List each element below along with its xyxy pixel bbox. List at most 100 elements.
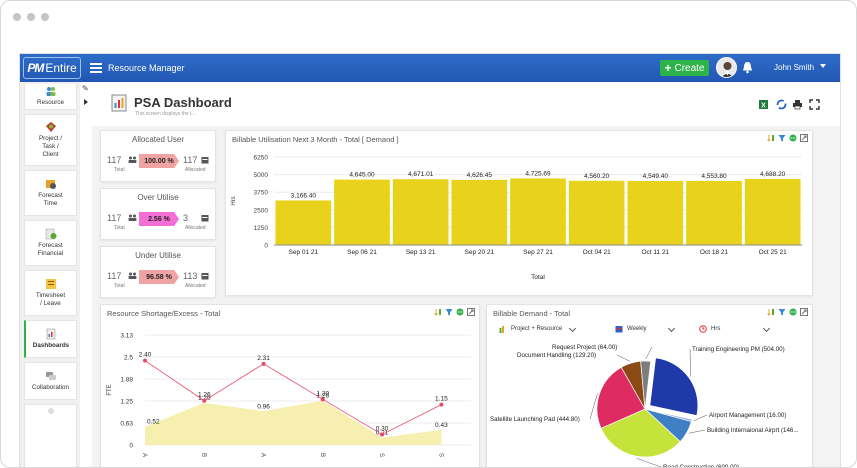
sidebar-item-forecast-financial[interactable]: Forecast Financial	[24, 220, 77, 266]
sort-icon[interactable]	[767, 134, 775, 142]
kpi-percent-badge: 100.00 %	[139, 154, 179, 168]
bar	[568, 180, 625, 245]
calendar-icon	[201, 273, 209, 280]
main-content: PSA Dashboard This screen displays the i…	[92, 82, 840, 467]
group-by-select[interactable]: Project + Resource	[499, 324, 577, 333]
bar-value-label: 3,166.40	[291, 192, 317, 199]
pie-slice-label: Airport Management (16.00)	[709, 412, 786, 419]
shortage-point	[380, 432, 385, 437]
filter-icon[interactable]	[445, 308, 453, 316]
expand-icon[interactable]	[467, 308, 475, 316]
bar-value-label: 4,725.69	[525, 170, 551, 177]
kpi-card-under-utilise: Under Utilise 117 Total 96.58 % 113 Allo…	[100, 246, 216, 298]
timesheet-icon	[45, 278, 56, 289]
card-title: Resource Shortage/Excess - Total	[107, 309, 221, 318]
sidebar-item-project[interactable]: Project / Task / Client	[24, 114, 77, 166]
excess-value-label: 0.43	[435, 422, 448, 429]
shortage-point	[439, 402, 444, 407]
user-name[interactable]: John Smith	[774, 63, 815, 72]
pie-leader-line	[616, 354, 631, 362]
bar-value-label: 4,645.00	[349, 172, 375, 179]
y-tick-label: 6250	[254, 155, 269, 162]
pie-leader-line	[645, 346, 653, 360]
logo[interactable]: PM Entire	[23, 57, 81, 79]
collaboration-icon	[45, 371, 56, 380]
y-tick-label: 3750	[254, 190, 269, 197]
bar	[627, 180, 684, 245]
pie-leader-line	[688, 429, 706, 434]
bar	[744, 178, 801, 245]
sidebar-item-more[interactable]	[24, 404, 77, 467]
kpi-total-label: Total	[114, 283, 125, 289]
kpi-allocated-label: Allocated	[185, 225, 206, 231]
unit-select[interactable]: Hrs	[699, 324, 771, 333]
sidebar-item-dashboards[interactable]: Dashboards	[24, 320, 77, 358]
print-icon[interactable]	[792, 99, 803, 110]
sidebar-item-resource[interactable]: Resource	[24, 84, 77, 110]
expand-icon[interactable]	[800, 308, 808, 316]
fullscreen-icon[interactable]	[809, 99, 820, 110]
bar-value-label: 4,688.20	[760, 171, 786, 178]
x-tick-label: Oct 04 21	[583, 249, 612, 256]
bell-icon[interactable]	[741, 61, 754, 74]
kpi-title: Allocated User	[131, 135, 185, 144]
y-tick-label: 2500	[254, 207, 269, 214]
more-options-icon[interactable]	[789, 134, 797, 142]
y-tick-label: 5000	[254, 172, 269, 179]
sort-icon[interactable]	[767, 308, 775, 316]
avatar[interactable]	[716, 57, 737, 78]
sort-icon[interactable]	[434, 308, 442, 316]
excess-area	[145, 400, 442, 445]
y-tick-label: 0	[129, 443, 133, 450]
x-tick-label: Sep 06 21	[347, 249, 377, 256]
y-tick-label: 0	[264, 243, 268, 250]
chevron-down-icon[interactable]	[820, 64, 826, 68]
sidebar-item-label: Project / Task / Client	[38, 134, 63, 159]
kpi-title: Under Utilise	[135, 251, 181, 260]
create-button[interactable]: + Create	[660, 60, 709, 76]
clock-icon	[45, 179, 56, 189]
kpi-title: Over Utilise	[137, 193, 179, 202]
people-icon	[46, 87, 55, 97]
pie-slice-label: Request Project (64.00)	[552, 344, 617, 351]
shortage-point	[202, 398, 207, 403]
sidebar-item-timesheet[interactable]: Timesheet / Leave	[24, 270, 77, 316]
filter-icon[interactable]	[778, 134, 786, 142]
bar	[686, 180, 742, 245]
unit-value: Hrs	[711, 326, 721, 332]
sidebar-item-collaboration[interactable]: Collaboration	[24, 362, 77, 400]
sidebar-item-label: Resource	[37, 99, 64, 107]
app-title: Resource Manager	[108, 63, 185, 73]
x-tick-label: Sep 20 21	[465, 249, 495, 256]
pie-leader-line	[636, 458, 662, 467]
more-options-icon[interactable]	[456, 308, 464, 316]
logo-pm: PM	[27, 61, 44, 75]
refresh-icon[interactable]	[776, 99, 787, 110]
menu-icon[interactable]	[90, 63, 102, 73]
window-dot	[41, 13, 49, 21]
excess-value-label: 1.20	[198, 395, 211, 402]
filter-icon[interactable]	[778, 308, 786, 316]
kpi-percent-badge: 2.56 %	[139, 212, 179, 226]
pie-slice	[596, 366, 646, 429]
more-options-icon[interactable]	[789, 308, 797, 316]
x-tick-label: Sep 27 21	[523, 249, 553, 256]
card-title: Billable Utilisation Next 3 Month - Tota…	[232, 135, 399, 144]
x-tick-label: Sep 13 21	[406, 249, 436, 256]
pin-icon[interactable]: ✎	[82, 84, 89, 93]
period-select[interactable]: Weekly	[615, 324, 675, 333]
sidebar-item-forecast-time[interactable]: Forecast Time	[24, 170, 77, 216]
bar-chart: 6250 5000 3750 2500 1250 0 Hrs 3,166.40 Sep 01 2…	[231, 155, 802, 281]
expand-sidebar-icon[interactable]	[84, 99, 88, 105]
calendar-icon	[615, 326, 623, 333]
excess-value-label: 0.52	[147, 419, 160, 426]
sidebar-item-label: Forecast Time	[38, 191, 63, 207]
kpi-total-label: Total	[114, 167, 125, 173]
shortage-value-label: 1.30	[316, 390, 329, 397]
kpi-total-value: 117	[107, 155, 122, 165]
bar-value-label: 4,549.40	[643, 173, 669, 180]
excel-icon[interactable]: X	[758, 99, 769, 110]
expand-icon[interactable]	[800, 134, 808, 142]
svg-text:X: X	[761, 103, 766, 110]
x-tick-label: B	[200, 453, 206, 457]
